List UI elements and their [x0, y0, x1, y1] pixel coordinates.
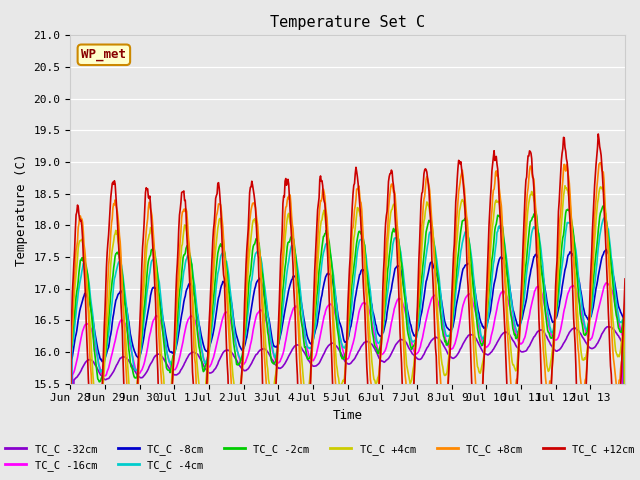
- TC_C -32cm: [282, 359, 290, 365]
- Line: TC_C -16cm: TC_C -16cm: [70, 283, 625, 480]
- TC_C -4cm: [234, 348, 241, 354]
- TC_C +4cm: [261, 328, 269, 334]
- TC_C -4cm: [282, 280, 290, 286]
- TC_C +12cm: [436, 435, 444, 441]
- TC_C -16cm: [234, 348, 241, 353]
- TC_C -8cm: [405, 314, 413, 320]
- Text: WP_met: WP_met: [81, 48, 126, 61]
- Title: Temperature Set C: Temperature Set C: [270, 15, 425, 30]
- TC_C +4cm: [132, 395, 140, 400]
- TC_C +8cm: [621, 296, 629, 302]
- TC_C -16cm: [405, 324, 413, 330]
- TC_C -32cm: [405, 345, 413, 350]
- TC_C -2cm: [405, 334, 413, 340]
- TC_C -4cm: [601, 215, 609, 221]
- TC_C -2cm: [282, 260, 290, 265]
- TC_C -4cm: [405, 323, 413, 328]
- TC_C -16cm: [282, 337, 290, 343]
- TC_C -2cm: [234, 361, 241, 367]
- TC_C +12cm: [132, 433, 140, 439]
- TC_C -16cm: [602, 280, 610, 286]
- TC_C -32cm: [234, 359, 241, 364]
- TC_C +8cm: [261, 359, 269, 365]
- TC_C -8cm: [261, 296, 269, 302]
- TC_C -16cm: [436, 306, 444, 312]
- TC_C +12cm: [405, 457, 413, 463]
- Line: TC_C -2cm: TC_C -2cm: [70, 206, 625, 480]
- TC_C -8cm: [436, 288, 444, 293]
- TC_C +8cm: [405, 404, 413, 410]
- TC_C -8cm: [602, 247, 610, 252]
- TC_C +8cm: [234, 422, 241, 428]
- Legend: TC_C -32cm, TC_C -16cm, TC_C -8cm, TC_C -4cm, TC_C -2cm, TC_C +4cm, TC_C +8cm, T: TC_C -32cm, TC_C -16cm, TC_C -8cm, TC_C …: [1, 439, 639, 475]
- TC_C -8cm: [132, 350, 140, 356]
- TC_C +4cm: [234, 397, 241, 403]
- TC_C -8cm: [234, 336, 241, 342]
- TC_C +4cm: [561, 183, 569, 189]
- Line: TC_C +4cm: TC_C +4cm: [70, 186, 625, 480]
- Line: TC_C -8cm: TC_C -8cm: [70, 250, 625, 480]
- Line: TC_C -4cm: TC_C -4cm: [70, 218, 625, 480]
- TC_C +12cm: [282, 176, 290, 181]
- TC_C -2cm: [600, 203, 607, 209]
- TC_C -2cm: [261, 300, 269, 305]
- Line: TC_C +12cm: TC_C +12cm: [70, 134, 625, 480]
- TC_C +4cm: [282, 228, 290, 234]
- TC_C +12cm: [621, 276, 629, 282]
- Line: TC_C -32cm: TC_C -32cm: [70, 327, 625, 480]
- TC_C +12cm: [595, 131, 602, 137]
- TC_C -32cm: [132, 369, 140, 375]
- TC_C -4cm: [132, 367, 140, 373]
- TC_C -32cm: [436, 337, 444, 343]
- TC_C +8cm: [132, 417, 140, 423]
- TC_C -32cm: [261, 346, 269, 352]
- TC_C -8cm: [282, 303, 290, 309]
- TC_C -4cm: [436, 283, 444, 289]
- TC_C -2cm: [436, 300, 444, 305]
- TC_C -16cm: [261, 313, 269, 319]
- TC_C +8cm: [596, 160, 604, 166]
- Line: TC_C +8cm: TC_C +8cm: [70, 163, 625, 480]
- TC_C -16cm: [132, 366, 140, 372]
- Y-axis label: Temperature (C): Temperature (C): [15, 153, 28, 265]
- TC_C +12cm: [261, 426, 269, 432]
- TC_C +4cm: [405, 373, 413, 379]
- TC_C -2cm: [132, 374, 140, 380]
- X-axis label: Time: Time: [333, 409, 363, 422]
- TC_C -32cm: [604, 324, 611, 330]
- TC_C -4cm: [261, 285, 269, 290]
- TC_C +12cm: [234, 464, 241, 470]
- TC_C +8cm: [436, 368, 444, 374]
- TC_C +8cm: [282, 204, 290, 210]
- TC_C +4cm: [436, 340, 444, 346]
